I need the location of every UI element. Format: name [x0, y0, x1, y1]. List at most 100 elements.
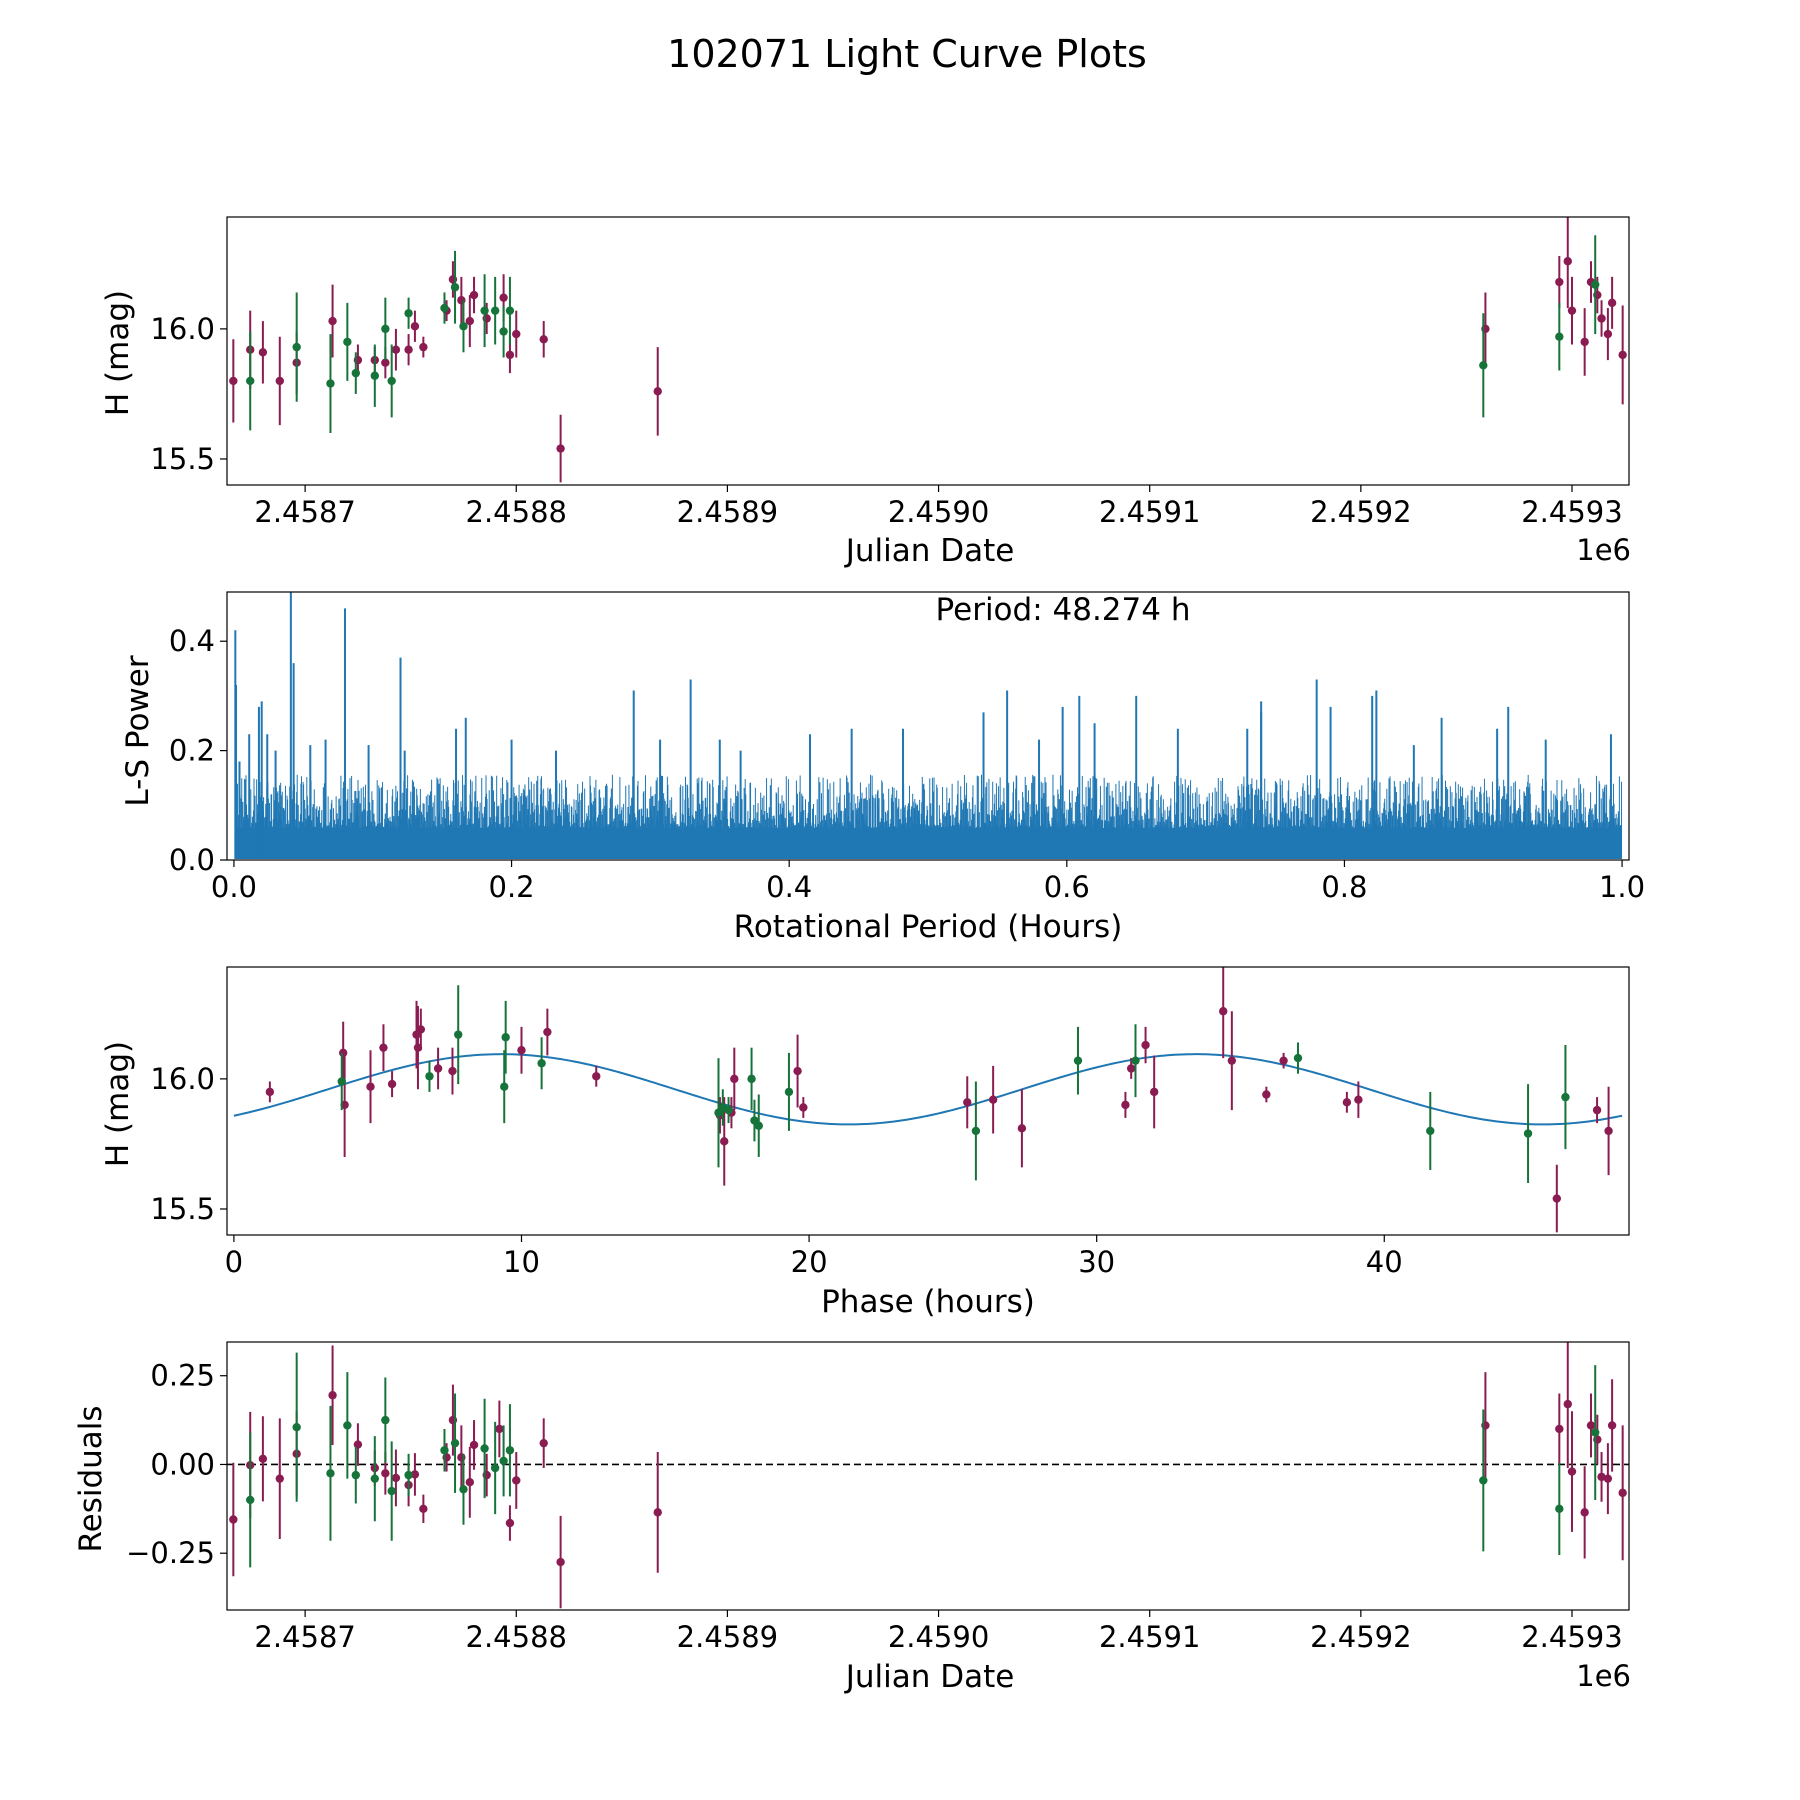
data-point — [1426, 1126, 1435, 1136]
data-point — [433, 1064, 443, 1073]
data-point — [1141, 1040, 1150, 1050]
data-point — [1591, 1428, 1600, 1437]
residuals-series-green — [246, 1352, 1600, 1568]
x-tick-label: 0.2 — [489, 870, 535, 904]
data-point — [1354, 1095, 1363, 1104]
data-point — [1121, 1100, 1130, 1110]
residuals-xlabel: Julian Date — [844, 1659, 1015, 1695]
data-point — [275, 376, 284, 386]
data-point — [465, 316, 475, 326]
data-point — [799, 1103, 808, 1112]
data-point — [793, 1066, 802, 1076]
data-point — [246, 1495, 255, 1505]
data-point — [258, 1454, 268, 1463]
data-point — [556, 444, 565, 453]
x-tick-label: 2.4590 — [888, 1620, 989, 1654]
residuals-ylabel: Residuals — [73, 1405, 109, 1552]
x-tick-label: 30 — [1078, 1245, 1115, 1279]
data-point — [653, 1508, 662, 1517]
x-tick-label: 0.4 — [766, 870, 812, 904]
data-point — [1555, 1504, 1564, 1514]
data-point — [784, 1087, 794, 1097]
residuals-axes-frame — [226, 1341, 1630, 1611]
lightcurve-ylabel: H (mag) — [100, 290, 136, 416]
data-point — [275, 1474, 284, 1483]
y-tick-label: 0.00 — [150, 1447, 215, 1481]
data-point — [1597, 314, 1606, 323]
data-point — [469, 1440, 479, 1450]
data-point — [1342, 1098, 1352, 1107]
data-point — [351, 368, 360, 378]
data-point — [505, 306, 515, 315]
data-point — [387, 1486, 396, 1496]
data-point — [391, 345, 401, 354]
x-tick-label: 10 — [503, 1245, 540, 1279]
data-point — [512, 1476, 521, 1485]
data-point — [505, 350, 515, 360]
power-peaks — [234, 592, 1612, 859]
data-point — [292, 1422, 301, 1432]
data-point — [1126, 1064, 1136, 1073]
data-point — [480, 1444, 489, 1453]
data-point — [410, 1470, 420, 1479]
data-point — [1279, 1056, 1288, 1065]
data-point — [326, 1469, 335, 1478]
data-point — [450, 283, 460, 292]
sinusoid-model-curve — [233, 1053, 1623, 1126]
data-point — [1603, 1474, 1613, 1483]
data-point — [754, 1121, 763, 1130]
data-point — [1567, 306, 1577, 315]
data-point — [258, 348, 268, 357]
lightcurve-axes-frame — [226, 216, 1630, 486]
data-point — [499, 1456, 508, 1466]
data-point — [1262, 1090, 1271, 1099]
y-tick-label: 0.0 — [169, 843, 215, 877]
x-tick-label: 2.4588 — [466, 1620, 567, 1654]
data-point — [391, 1473, 401, 1483]
data-point — [246, 376, 255, 386]
data-point — [517, 1046, 526, 1055]
data-point — [1149, 1087, 1159, 1097]
data-point — [1592, 1105, 1602, 1115]
x-tick-label: 2.4589 — [677, 1620, 778, 1654]
y-tick-label: 0.4 — [169, 624, 215, 658]
data-point — [963, 1098, 972, 1107]
data-point — [490, 1463, 500, 1473]
y-tick-label: 16.0 — [150, 1062, 215, 1096]
x-tick-label: 40 — [1366, 1245, 1403, 1279]
y-tick-label: 15.5 — [150, 1192, 215, 1226]
data-point — [505, 1446, 515, 1455]
data-point — [440, 1446, 449, 1455]
x-tick-label: 2.4587 — [254, 495, 355, 529]
y-tick-label: −0.25 — [126, 1536, 215, 1570]
data-point — [747, 1074, 756, 1084]
data-point — [539, 335, 548, 344]
data-point — [1586, 1421, 1596, 1430]
x-tick-label: 2.4592 — [1310, 495, 1411, 529]
data-point — [1604, 1126, 1613, 1136]
data-point — [1555, 277, 1564, 287]
x-tick-label: 2.4592 — [1310, 1620, 1411, 1654]
lightcurve-xlabel: Julian Date — [844, 533, 1015, 569]
x-tick-label: 0.6 — [1044, 870, 1090, 904]
x-tick-label: 1.0 — [1599, 870, 1645, 904]
data-point — [265, 1087, 275, 1097]
data-point — [505, 1518, 515, 1528]
data-point — [592, 1072, 601, 1081]
data-point — [1479, 361, 1488, 370]
data-point — [1607, 298, 1617, 308]
residuals-panel: Julian Date Residuals 1e6 2.4587 2.4588 2.… — [73, 1341, 1631, 1695]
phase-series-maroon — [265, 967, 1613, 1233]
data-point — [537, 1059, 546, 1068]
data-point — [1618, 1488, 1627, 1498]
data-point — [379, 1043, 388, 1052]
y-tick-label: 0.25 — [150, 1359, 215, 1393]
x-tick-label: 20 — [791, 1245, 828, 1279]
data-point — [1591, 280, 1600, 289]
lightcurve-plot-area — [229, 217, 1627, 483]
data-point — [450, 1438, 460, 1448]
data-point — [465, 1478, 475, 1487]
data-point — [387, 376, 396, 386]
data-point — [480, 306, 489, 315]
data-point — [381, 1415, 390, 1425]
